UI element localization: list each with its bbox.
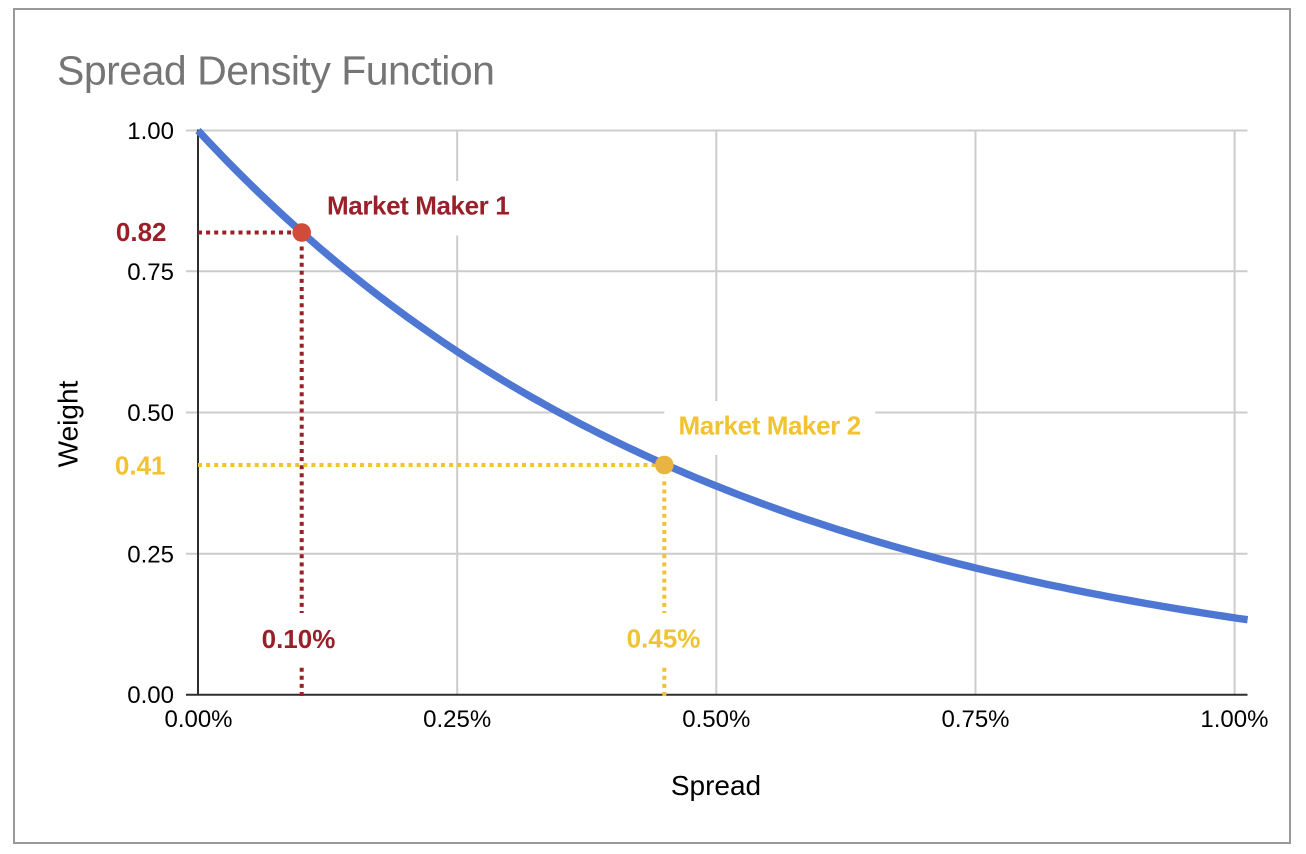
svg-text:Spread: Spread [671, 770, 761, 801]
svg-text:0.75%: 0.75% [941, 706, 1009, 733]
svg-text:0.50%: 0.50% [682, 706, 750, 733]
svg-text:0.41: 0.41 [115, 451, 166, 481]
svg-text:0.82: 0.82 [116, 217, 167, 247]
svg-text:0.45%: 0.45% [627, 624, 701, 654]
svg-text:0.25%: 0.25% [423, 706, 491, 733]
svg-text:0.00%: 0.00% [164, 706, 232, 733]
svg-text:1.00%: 1.00% [1200, 706, 1268, 733]
svg-text:0.50: 0.50 [127, 400, 174, 427]
svg-text:0.10%: 0.10% [262, 624, 336, 654]
svg-text:0.25: 0.25 [127, 541, 174, 568]
svg-text:Market Maker 2: Market Maker 2 [679, 411, 861, 441]
svg-text:Spread Density Function: Spread Density Function [57, 48, 494, 94]
svg-text:0.00: 0.00 [127, 682, 174, 709]
svg-text:0.75: 0.75 [127, 259, 174, 286]
svg-text:Market Maker 1: Market Maker 1 [327, 191, 509, 221]
svg-text:1.00: 1.00 [127, 118, 174, 145]
svg-text:Weight: Weight [53, 380, 84, 467]
